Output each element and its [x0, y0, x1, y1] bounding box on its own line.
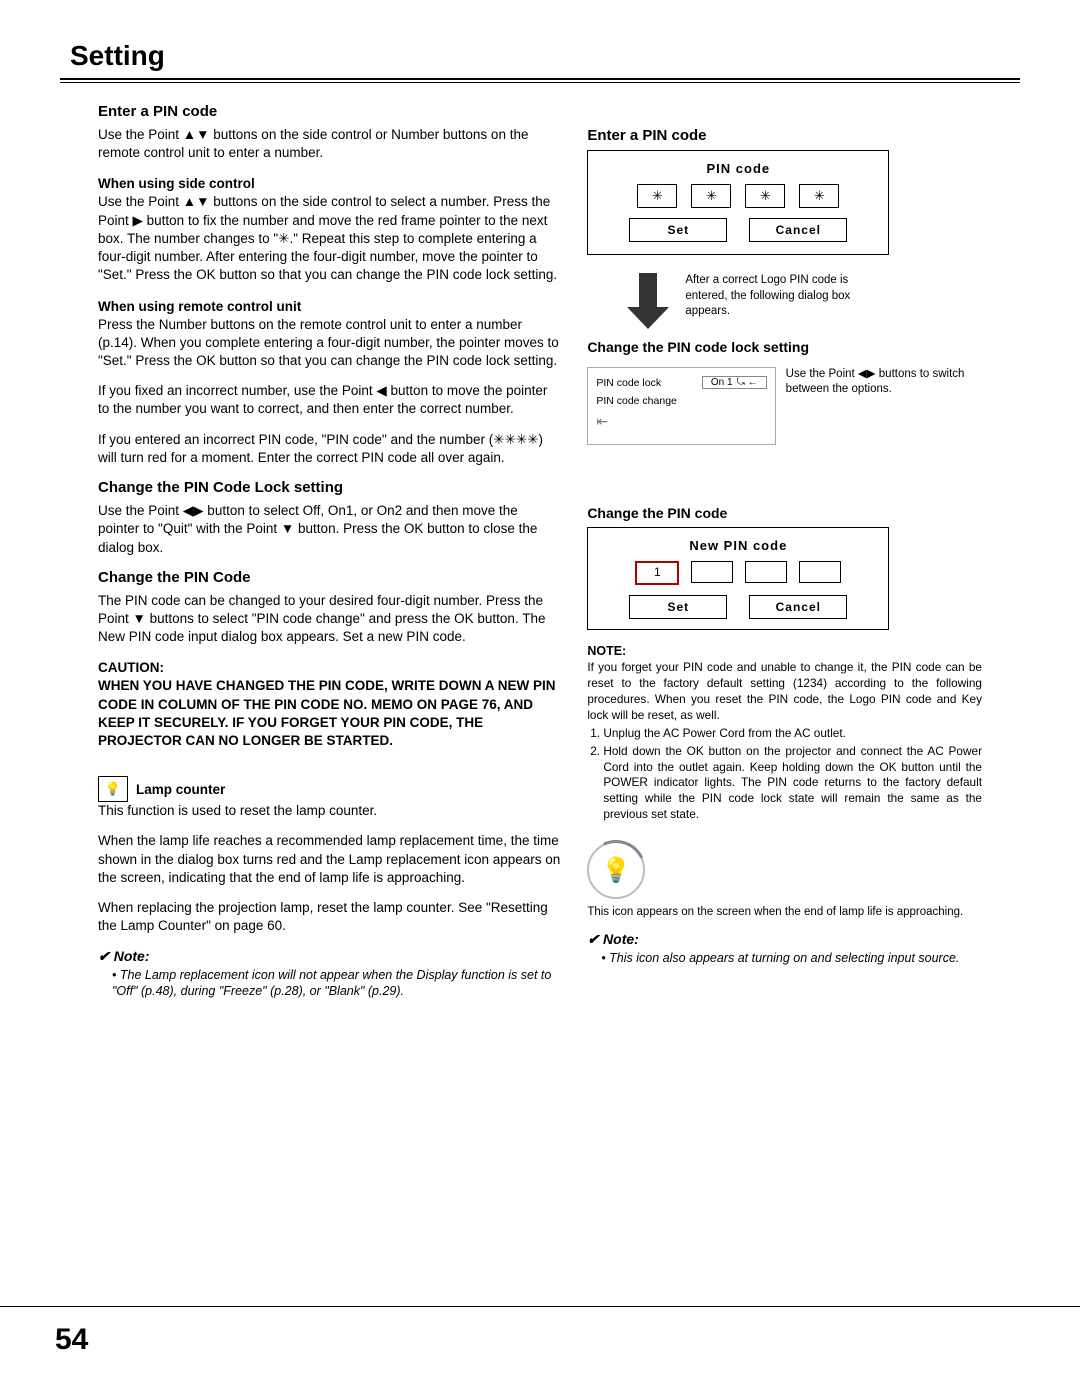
rule-thin [60, 82, 1020, 83]
new-pin-title: New PIN code [598, 538, 878, 553]
note-body: This icon also appears at turning on and… [601, 950, 982, 967]
pin-slot[interactable] [745, 561, 787, 583]
label: PIN code lock [596, 377, 661, 389]
pin-slot[interactable]: 1 [635, 561, 679, 585]
pin-dialog-title: PIN code [598, 161, 878, 176]
label: PIN code change [596, 395, 677, 407]
left-column: Enter a PIN code Use the Point ▲▼ button… [98, 103, 561, 1000]
para: This function is used to reset the lamp … [98, 802, 561, 820]
arrow-caption: After a correct Logo PIN code is entered… [685, 273, 885, 320]
list-item: Hold down the OK button on the projector… [603, 744, 982, 824]
heading-change-lock: Change the PIN Code Lock setting [98, 479, 561, 496]
heading-change-pin: Change the PIN Code [98, 569, 561, 586]
icon-caption: This icon appears on the screen when the… [587, 905, 982, 921]
pin-slot[interactable]: ✳ [799, 184, 839, 208]
page-number: 54 [55, 1323, 88, 1357]
lamp-life-icon: 💡 [587, 841, 645, 899]
lock-side-text: Use the Point ◀▶ buttons to switch betwe… [786, 367, 982, 397]
list-item: Unplug the AC Power Cord from the AC out… [603, 726, 982, 742]
rule-thick [60, 78, 1020, 80]
pin-lock-dialog: PIN code lock On 1⤿ ← PIN code change ⇤ [587, 367, 775, 445]
heading-change-pin-right: Change the PIN code [587, 505, 982, 521]
pin-slot[interactable] [799, 561, 841, 583]
bottom-rule [0, 1306, 1080, 1307]
page-title: Setting [70, 40, 1020, 72]
set-button[interactable]: Set [629, 595, 727, 619]
para: Use the Point ▲▼ buttons on the side con… [98, 126, 561, 162]
para: Press the Number buttons on the remote c… [98, 316, 561, 371]
pin-slot[interactable]: ✳ [691, 184, 731, 208]
down-arrow-icon [627, 273, 669, 331]
quit-icon[interactable]: ⇤ [596, 413, 766, 430]
cancel-button[interactable]: Cancel [749, 218, 847, 242]
para: If you entered an incorrect PIN code, "P… [98, 431, 561, 467]
heading-remote-control: When using remote control unit [98, 299, 561, 314]
heading-enter-pin: Enter a PIN code [98, 103, 561, 120]
lamp-counter-icon: 💡 [98, 776, 128, 802]
para: If you fixed an incorrect number, use th… [98, 382, 561, 418]
note-body: If you forget your PIN code and unable t… [587, 660, 982, 823]
pin-code-dialog: PIN code ✳ ✳ ✳ ✳ Set Cancel [587, 150, 889, 255]
para: When the lamp life reaches a recommended… [98, 832, 561, 887]
right-column: Enter a PIN code PIN code ✳ ✳ ✳ ✳ Set Ca… [587, 103, 982, 1000]
new-pin-dialog: New PIN code 1 Set Cancel [587, 527, 889, 630]
note-heading: NOTE: [587, 644, 982, 658]
pin-slot[interactable]: ✳ [745, 184, 785, 208]
heading-change-lock-right: Change the PIN code lock setting [587, 339, 982, 355]
heading-side-control: When using side control [98, 176, 561, 191]
note-heading: Note: [587, 931, 982, 948]
caution-body: WHEN YOU HAVE CHANGED THE PIN CODE, WRIT… [98, 677, 561, 750]
cancel-button[interactable]: Cancel [749, 595, 847, 619]
on-option[interactable]: On 1⤿ ← [702, 376, 767, 389]
heading-enter-pin-right: Enter a PIN code [587, 127, 982, 144]
heading-lamp-counter: Lamp counter [136, 782, 225, 797]
set-button[interactable]: Set [629, 218, 727, 242]
pin-slot[interactable]: ✳ [637, 184, 677, 208]
para: Use the Point ▲▼ buttons on the side con… [98, 193, 561, 284]
para: Use the Point ◀▶ button to select Off, O… [98, 502, 561, 557]
pin-slot[interactable] [691, 561, 733, 583]
caution-heading: CAUTION: [98, 660, 561, 675]
note-heading: Note: [98, 948, 561, 965]
para: When replacing the projection lamp, rese… [98, 899, 561, 935]
note-body: The Lamp replacement icon will not appea… [112, 967, 561, 1001]
para: The PIN code can be changed to your desi… [98, 592, 561, 647]
